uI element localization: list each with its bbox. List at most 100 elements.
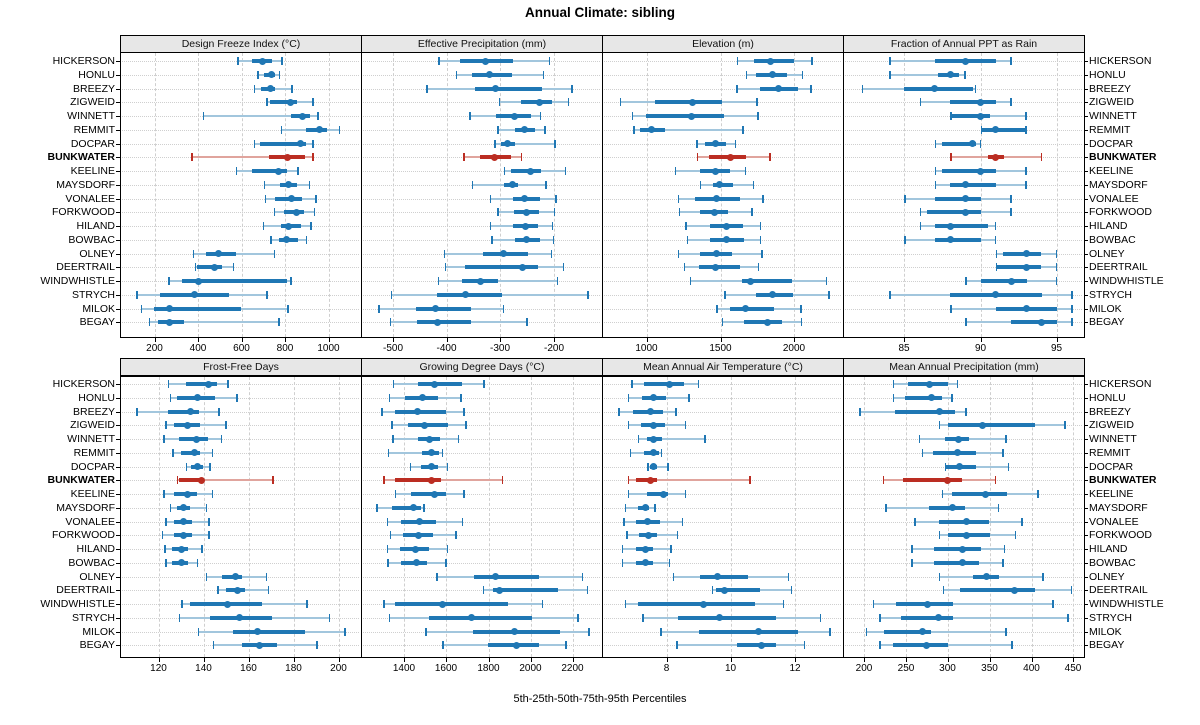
whisker-cap-low bbox=[192, 249, 194, 258]
bar-25-75 bbox=[232, 629, 305, 634]
whisker-cap-low bbox=[699, 180, 701, 189]
whisker-cap-high bbox=[951, 393, 953, 402]
row-guide bbox=[604, 74, 841, 76]
station-tick-left bbox=[116, 535, 120, 536]
median-dot bbox=[438, 600, 446, 608]
station-tick-left bbox=[116, 439, 120, 440]
station-tick-right bbox=[1084, 143, 1088, 145]
whisker-5-95 bbox=[647, 465, 668, 468]
row-guide bbox=[122, 212, 359, 213]
station-tick-right bbox=[1084, 184, 1088, 186]
station-tick-right bbox=[1084, 267, 1088, 268]
whisker-cap-high bbox=[281, 57, 283, 65]
whisker-cap-low bbox=[911, 545, 913, 553]
station-label-right: BUNKWATER bbox=[1089, 474, 1157, 486]
whisker-cap-low bbox=[491, 235, 493, 244]
bar-25-75 bbox=[407, 423, 448, 427]
whisker-cap-low bbox=[394, 490, 396, 498]
median-dot bbox=[284, 153, 291, 161]
median-dot bbox=[434, 318, 441, 326]
whisker-cap-high bbox=[205, 503, 207, 512]
row-guide bbox=[604, 549, 841, 550]
median-dot bbox=[757, 641, 765, 649]
median-dot bbox=[521, 195, 528, 202]
whisker-cap-low bbox=[921, 448, 923, 457]
row-guide bbox=[363, 425, 600, 426]
bar-25-75 bbox=[181, 279, 287, 283]
row-guide bbox=[122, 466, 359, 468]
median-dot bbox=[191, 449, 198, 456]
whisker-cap-low bbox=[381, 407, 383, 416]
median-dot bbox=[961, 57, 969, 65]
whisker-cap-low bbox=[647, 462, 649, 471]
axis-tick bbox=[720, 338, 722, 342]
median-dot bbox=[509, 181, 516, 188]
whisker-cap-high bbox=[236, 393, 238, 402]
whisker-5-95 bbox=[637, 438, 705, 440]
panel-strip: Fraction of Annual PPT as Rain bbox=[843, 35, 1085, 53]
bar-25-75 bbox=[900, 615, 953, 620]
whisker-5-95 bbox=[191, 156, 313, 158]
whisker-cap-high bbox=[790, 586, 792, 594]
whisker-cap-high bbox=[1064, 421, 1066, 429]
whisker-cap-low bbox=[918, 435, 920, 443]
bar-25-75 bbox=[982, 127, 1025, 132]
whisker-cap-low bbox=[471, 180, 473, 189]
station-label-left: OLNEY bbox=[79, 570, 115, 583]
median-dot bbox=[503, 140, 511, 147]
whisker-cap-low bbox=[889, 57, 891, 65]
page-title: Annual Climate: sibling bbox=[524, 5, 675, 20]
vertical-gridline bbox=[554, 53, 555, 337]
whisker-cap-low bbox=[389, 531, 391, 539]
whisker-cap-high bbox=[1010, 194, 1012, 203]
whisker-cap-high bbox=[1003, 545, 1005, 553]
axis-tick-label: 1600 bbox=[434, 663, 458, 674]
whisker-cap-low bbox=[273, 208, 275, 216]
bar-25-75 bbox=[465, 265, 538, 269]
station-label-left: MAYSDORF bbox=[56, 178, 115, 191]
station-tick-left bbox=[116, 267, 120, 268]
vertical-gridline bbox=[906, 377, 907, 657]
whisker-5-95 bbox=[383, 479, 503, 481]
axis-tick-label: 450 bbox=[1064, 663, 1082, 674]
whisker-cap-high bbox=[759, 222, 761, 230]
row-guide bbox=[604, 397, 841, 399]
whisker-cap-high bbox=[267, 586, 269, 594]
axis-tick-label: 180 bbox=[285, 663, 302, 674]
whisker-cap-low bbox=[711, 586, 713, 594]
whisker-cap-low bbox=[163, 490, 165, 498]
whisker-cap-low bbox=[217, 586, 219, 594]
bar-25-75 bbox=[644, 382, 684, 386]
median-dot bbox=[711, 208, 718, 216]
median-dot bbox=[233, 586, 241, 594]
station-tick-left bbox=[116, 253, 120, 255]
panel-frame bbox=[843, 376, 1085, 658]
whisker-cap-low bbox=[497, 125, 499, 134]
whisker-cap-high bbox=[964, 70, 966, 79]
whisker-cap-low bbox=[904, 235, 906, 244]
vertical-gridline bbox=[666, 377, 668, 657]
station-tick-right bbox=[1084, 549, 1088, 550]
whisker-cap-high bbox=[825, 277, 827, 285]
median-dot bbox=[962, 518, 970, 525]
whisker-cap-high bbox=[1010, 98, 1012, 106]
whisker-cap-high bbox=[297, 167, 299, 175]
station-tick-left bbox=[116, 281, 120, 282]
whisker-cap-low bbox=[280, 125, 282, 134]
axis-tick bbox=[328, 338, 330, 342]
median-dot bbox=[919, 628, 926, 635]
whisker-cap-high bbox=[581, 572, 583, 581]
station-label-left: BUNKWATER bbox=[47, 151, 115, 163]
vertical-gridline bbox=[795, 377, 796, 657]
median-dot bbox=[747, 277, 754, 285]
station-tick-left bbox=[116, 521, 120, 523]
bar-25-75 bbox=[647, 492, 668, 496]
median-dot bbox=[430, 490, 438, 498]
vertical-gridline bbox=[947, 377, 949, 657]
median-dot bbox=[431, 305, 439, 312]
vertical-gridline bbox=[328, 53, 330, 337]
row-guide bbox=[363, 198, 600, 200]
whisker-5-95 bbox=[865, 630, 1006, 633]
whisker-cap-high bbox=[461, 517, 463, 526]
station-tick-right bbox=[1084, 384, 1088, 385]
